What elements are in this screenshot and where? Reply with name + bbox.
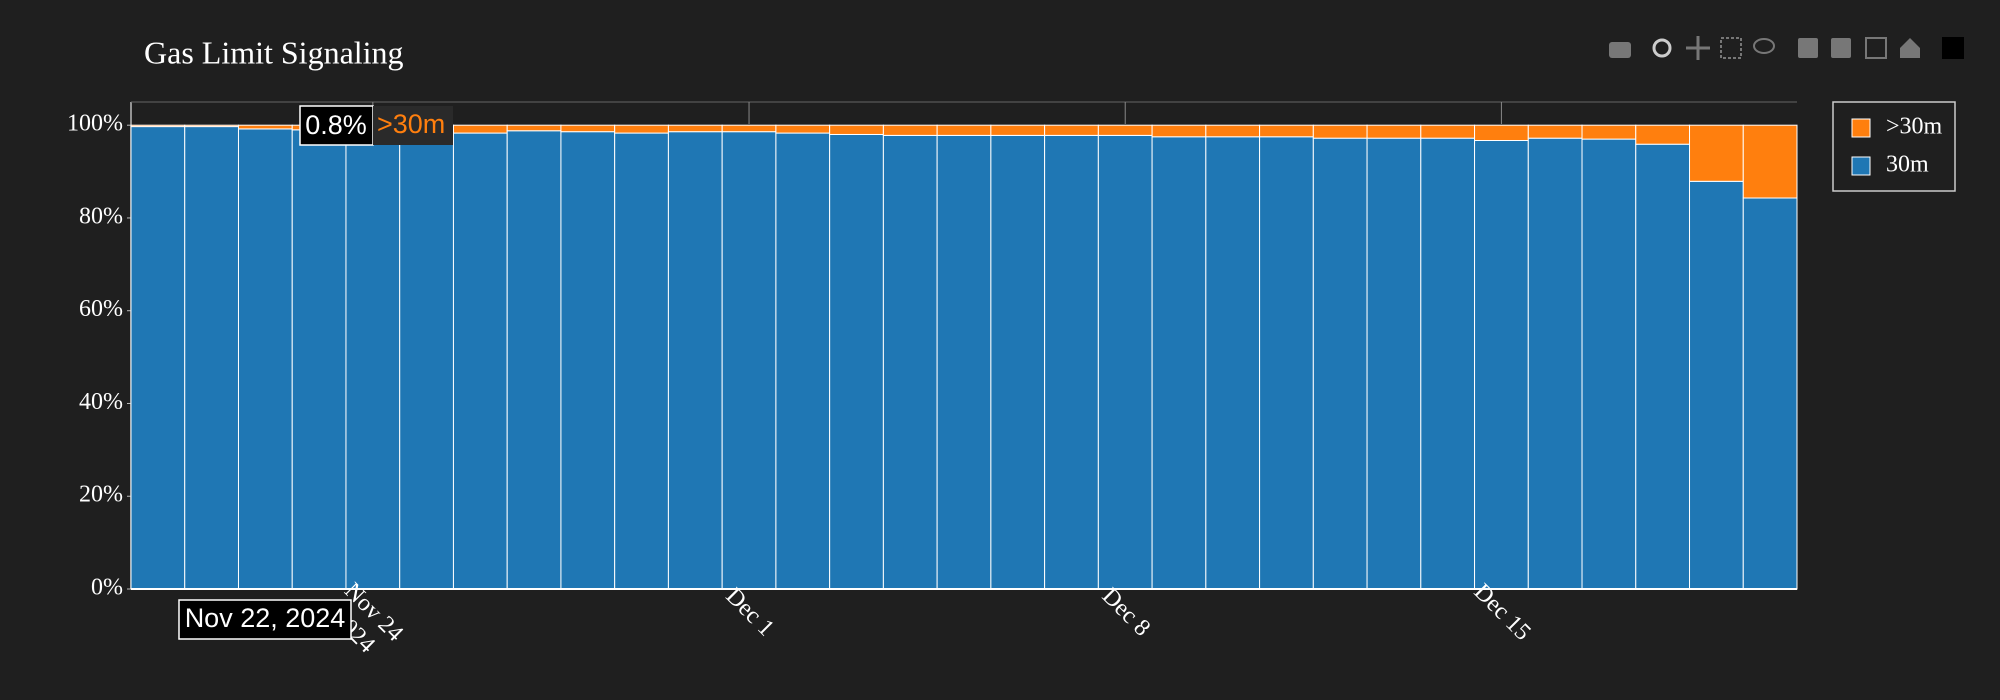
bar-segment	[1527, 124, 1583, 139]
tooltip: 0.8% >30m Nov 22, 2024	[178, 105, 453, 640]
tooltip-name-box	[373, 106, 453, 145]
bar-segment	[1742, 197, 1798, 590]
bar-segment	[184, 126, 239, 590]
bar-segment	[1689, 180, 1744, 590]
bar-segment	[1151, 136, 1207, 590]
bar-segment	[1259, 124, 1314, 138]
bar-segment	[936, 124, 992, 136]
bar-segment	[184, 124, 239, 128]
bar-segment	[1044, 124, 1099, 136]
bar-segment	[667, 124, 723, 133]
x-tick-label: Dec 8	[1097, 583, 1155, 641]
bar-segment	[237, 124, 293, 130]
bar-segment	[399, 131, 454, 590]
bar-segment	[990, 134, 1046, 590]
bar-segment	[829, 124, 884, 135]
bar-segment	[1205, 136, 1261, 590]
plot-area: 0%20%40%60%80%100%Nov 242024 Dec 1 Dec 8 De…	[67, 101, 1798, 658]
zoom-in-icon[interactable]	[1798, 38, 1818, 58]
chart-title: Gas Limit Signaling	[144, 34, 404, 70]
bar-segment	[721, 131, 777, 590]
y-tick-label: 80%	[79, 203, 123, 229]
y-tick-label: 100%	[67, 111, 123, 137]
camera-icon[interactable]	[1609, 42, 1631, 58]
bar-segment	[1097, 124, 1153, 136]
bar-segment	[1097, 134, 1153, 590]
y-tick-label: 60%	[79, 296, 123, 322]
bar-segment	[1151, 124, 1207, 138]
x-tooltip-box	[178, 599, 352, 640]
bar-segment	[560, 124, 616, 133]
bar-segment	[1044, 134, 1099, 590]
bar-segment	[560, 131, 616, 590]
lasso-icon[interactable]	[1753, 38, 1775, 54]
bar-segment	[775, 132, 831, 590]
bar-segment	[506, 124, 562, 132]
bar-segment	[667, 131, 723, 590]
bar-segment	[614, 132, 669, 590]
bar-segment	[1742, 124, 1798, 199]
bar-segment	[882, 124, 938, 136]
bar-segment	[1474, 139, 1529, 590]
bar-segment	[775, 124, 831, 134]
bar-segment	[829, 133, 884, 590]
bar-segment	[1635, 124, 1691, 145]
bar-segment	[452, 124, 508, 134]
tooltip-value: 0.8%	[305, 110, 367, 140]
y-tick-label: 40%	[79, 389, 123, 415]
legend: >30m 30m	[1832, 101, 1956, 192]
bar-segment	[1312, 124, 1368, 139]
bar-segment	[1312, 137, 1368, 590]
bar-segment	[1581, 124, 1637, 140]
bar-segment	[237, 128, 293, 590]
bar-segment	[1205, 124, 1261, 138]
bar-segment	[1420, 137, 1476, 590]
bar-segment	[130, 124, 186, 128]
zoom-out-icon[interactable]	[1831, 38, 1851, 58]
bar-segment	[1581, 138, 1637, 590]
bar-segment	[452, 132, 508, 590]
autoscale-icon[interactable]	[1865, 37, 1887, 59]
bar-segment	[936, 134, 992, 590]
select-icon[interactable]	[1720, 37, 1742, 59]
bar-segment	[990, 124, 1046, 136]
bar-segment	[1259, 136, 1314, 590]
x-tick-label: Dec 1	[721, 583, 779, 641]
legend-swatch	[1851, 156, 1871, 176]
y-tick-label: 20%	[79, 482, 123, 508]
bar-segment	[1689, 124, 1744, 182]
bar-segment	[882, 134, 938, 590]
bar-segment	[291, 129, 347, 590]
y-tick-label: 0%	[91, 575, 123, 601]
legend-label: >30m	[1886, 114, 1943, 140]
bar-segment	[130, 126, 186, 590]
zoom-icon[interactable]	[1652, 38, 1672, 58]
modebar[interactable]	[1609, 36, 1964, 60]
bar-segment	[506, 130, 562, 590]
legend-box	[1832, 101, 1956, 192]
bar-segment	[345, 130, 401, 590]
bar-segment	[1420, 124, 1476, 139]
legend-swatch	[1851, 118, 1871, 138]
bar-segment	[1635, 143, 1691, 590]
x-tooltip-label: Nov 22, 2024	[185, 603, 346, 633]
reset-icon[interactable]	[1900, 38, 1920, 58]
legend-label: 30m	[1886, 152, 1929, 178]
bar-segment	[614, 124, 669, 134]
bar-segment	[1366, 124, 1422, 139]
bar-segment	[721, 124, 777, 133]
tooltip-series: >30m	[377, 109, 445, 139]
bar-segment	[1527, 137, 1583, 590]
plotly-logo[interactable]	[1942, 37, 1964, 59]
pan-icon[interactable]	[1686, 36, 1710, 60]
bar-segment	[1366, 137, 1422, 590]
bar-segment	[1474, 124, 1529, 141]
